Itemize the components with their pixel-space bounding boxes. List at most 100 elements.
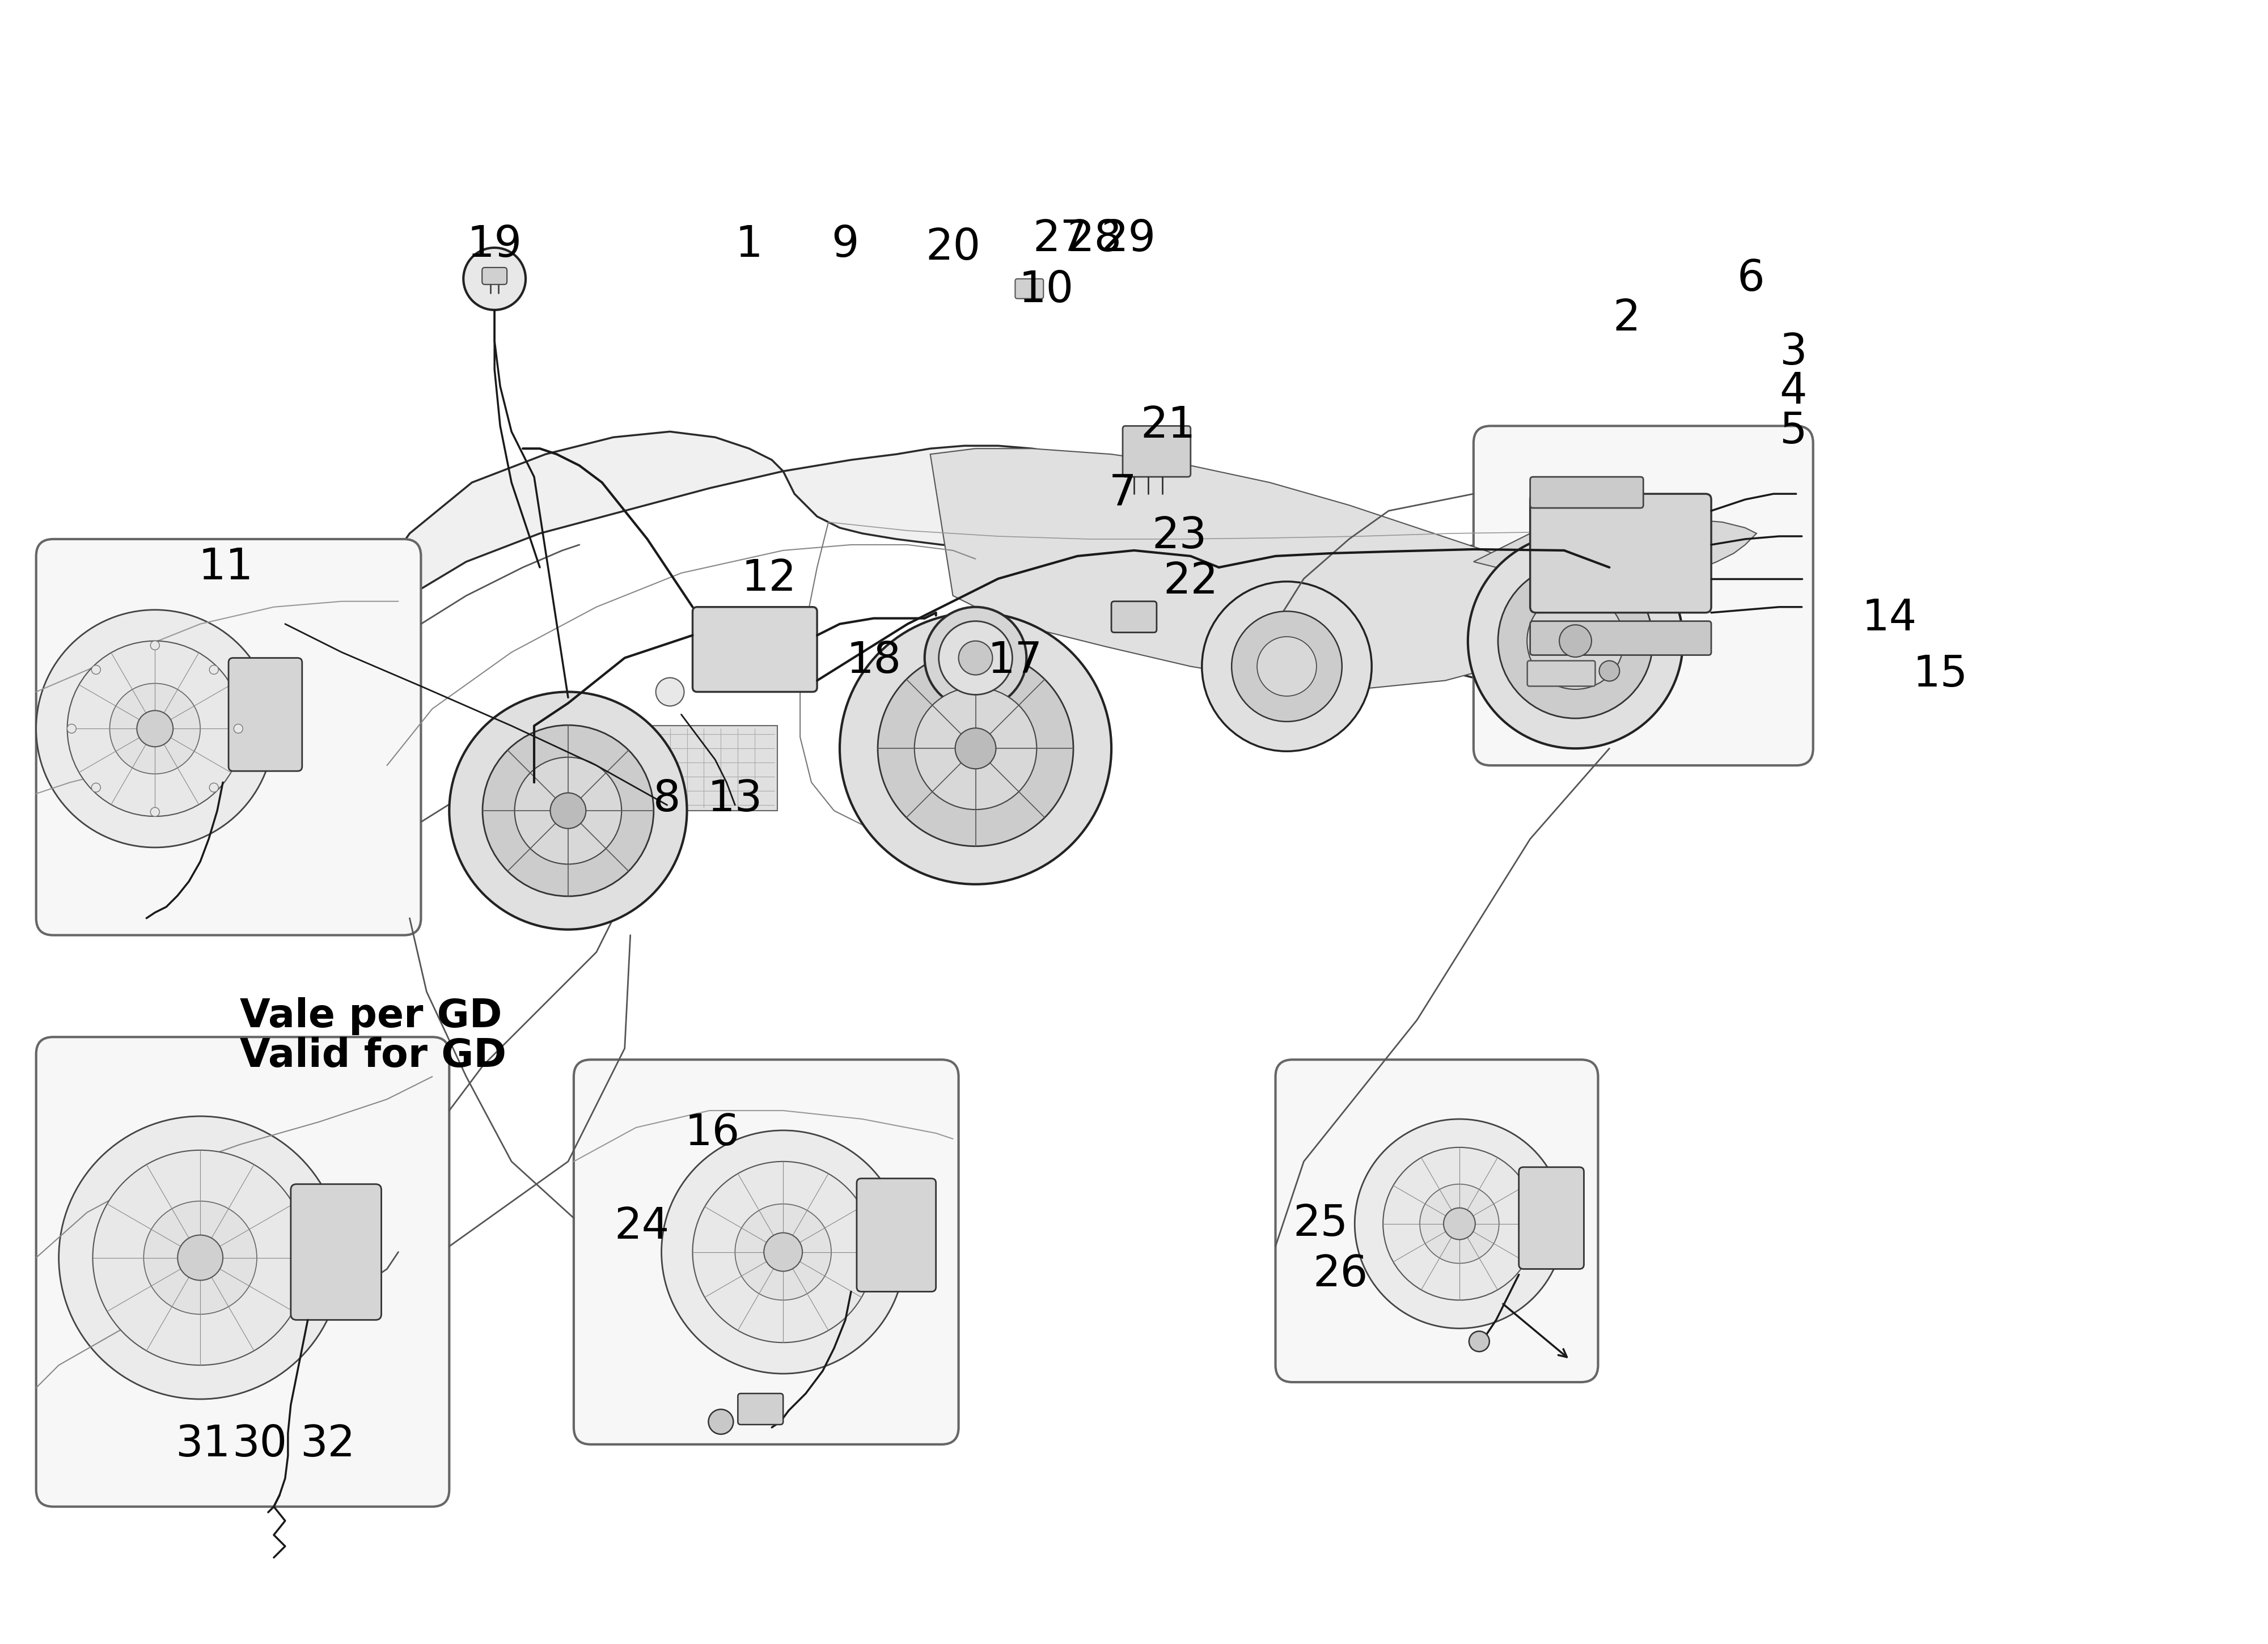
Text: 15: 15	[1912, 654, 1969, 695]
Text: 17: 17	[987, 640, 1043, 682]
Text: 29: 29	[1100, 219, 1157, 260]
Polygon shape	[1474, 516, 1755, 595]
Circle shape	[1442, 1208, 1474, 1240]
Circle shape	[483, 725, 653, 896]
FancyBboxPatch shape	[1526, 661, 1594, 686]
Text: 26: 26	[1313, 1254, 1368, 1295]
Polygon shape	[342, 432, 1778, 787]
Circle shape	[234, 723, 243, 733]
Text: 27: 27	[1032, 219, 1089, 260]
Text: 18: 18	[846, 640, 900, 682]
FancyBboxPatch shape	[1520, 1167, 1583, 1269]
Text: 14: 14	[1862, 597, 1916, 640]
Circle shape	[150, 641, 159, 649]
Circle shape	[177, 1235, 222, 1281]
Text: 7: 7	[1109, 473, 1136, 515]
Text: Vale per GD: Vale per GD	[240, 998, 501, 1036]
FancyBboxPatch shape	[290, 1184, 381, 1320]
Text: 31: 31	[175, 1424, 231, 1465]
Circle shape	[91, 666, 100, 674]
Circle shape	[515, 758, 621, 865]
Circle shape	[878, 651, 1073, 847]
Text: 19: 19	[467, 224, 522, 266]
Circle shape	[735, 1203, 832, 1300]
Circle shape	[551, 792, 585, 829]
Text: 8: 8	[653, 778, 680, 820]
FancyBboxPatch shape	[574, 1060, 959, 1445]
Circle shape	[209, 666, 218, 674]
FancyBboxPatch shape	[692, 607, 816, 692]
Text: 13: 13	[708, 778, 762, 820]
Circle shape	[1467, 533, 1683, 748]
FancyBboxPatch shape	[1111, 602, 1157, 633]
FancyBboxPatch shape	[36, 1037, 449, 1506]
Circle shape	[463, 248, 526, 311]
FancyBboxPatch shape	[737, 1394, 782, 1425]
FancyBboxPatch shape	[229, 658, 302, 771]
Circle shape	[959, 641, 993, 676]
Text: 21: 21	[1141, 404, 1195, 447]
Text: 10: 10	[1018, 270, 1073, 311]
Text: 24: 24	[615, 1205, 669, 1248]
Circle shape	[68, 641, 243, 817]
Circle shape	[925, 607, 1027, 709]
Text: 3: 3	[1780, 332, 1808, 373]
Circle shape	[1202, 582, 1372, 751]
Text: 23: 23	[1152, 515, 1207, 557]
Circle shape	[109, 684, 200, 774]
Circle shape	[914, 687, 1036, 809]
Bar	[506, 725, 778, 810]
Circle shape	[59, 1116, 342, 1399]
Text: 25: 25	[1293, 1203, 1347, 1245]
FancyBboxPatch shape	[36, 539, 422, 935]
Circle shape	[150, 807, 159, 817]
Text: Valid for GD: Valid for GD	[240, 1037, 506, 1075]
Text: 11: 11	[197, 546, 254, 589]
Text: 20: 20	[925, 227, 980, 268]
Circle shape	[692, 1162, 873, 1343]
Text: 22: 22	[1163, 561, 1218, 602]
Circle shape	[955, 728, 996, 769]
Text: 4: 4	[1780, 372, 1808, 413]
Text: 9: 9	[832, 224, 860, 266]
Text: 28: 28	[1066, 219, 1123, 260]
Text: 6: 6	[1737, 258, 1765, 299]
Circle shape	[91, 783, 100, 792]
Circle shape	[655, 677, 685, 705]
FancyBboxPatch shape	[1531, 493, 1712, 613]
Circle shape	[1470, 1332, 1490, 1351]
Circle shape	[1497, 564, 1653, 718]
FancyBboxPatch shape	[1016, 279, 1043, 299]
Circle shape	[1354, 1120, 1565, 1328]
Polygon shape	[930, 449, 1610, 689]
Circle shape	[1383, 1148, 1535, 1300]
Circle shape	[143, 1202, 256, 1314]
Text: 32: 32	[299, 1424, 356, 1465]
Circle shape	[93, 1151, 308, 1365]
FancyBboxPatch shape	[1123, 426, 1191, 477]
Circle shape	[1526, 592, 1624, 689]
Text: 30: 30	[231, 1424, 288, 1465]
Circle shape	[1560, 625, 1592, 658]
FancyBboxPatch shape	[1275, 1060, 1599, 1383]
Circle shape	[449, 692, 687, 929]
Circle shape	[136, 710, 172, 746]
Circle shape	[1420, 1184, 1499, 1263]
Text: 5: 5	[1780, 411, 1808, 452]
Text: 16: 16	[685, 1113, 739, 1154]
FancyBboxPatch shape	[1531, 621, 1712, 654]
FancyBboxPatch shape	[483, 268, 508, 284]
Circle shape	[939, 621, 1012, 695]
FancyBboxPatch shape	[1474, 426, 1812, 766]
Text: 12: 12	[742, 557, 796, 600]
Circle shape	[1256, 636, 1315, 695]
Circle shape	[662, 1131, 905, 1374]
Circle shape	[209, 783, 218, 792]
FancyBboxPatch shape	[857, 1179, 937, 1292]
Circle shape	[68, 723, 77, 733]
Circle shape	[764, 1233, 803, 1271]
Circle shape	[839, 613, 1111, 884]
Circle shape	[36, 610, 274, 847]
Text: 1: 1	[735, 224, 762, 266]
Circle shape	[1232, 612, 1343, 722]
